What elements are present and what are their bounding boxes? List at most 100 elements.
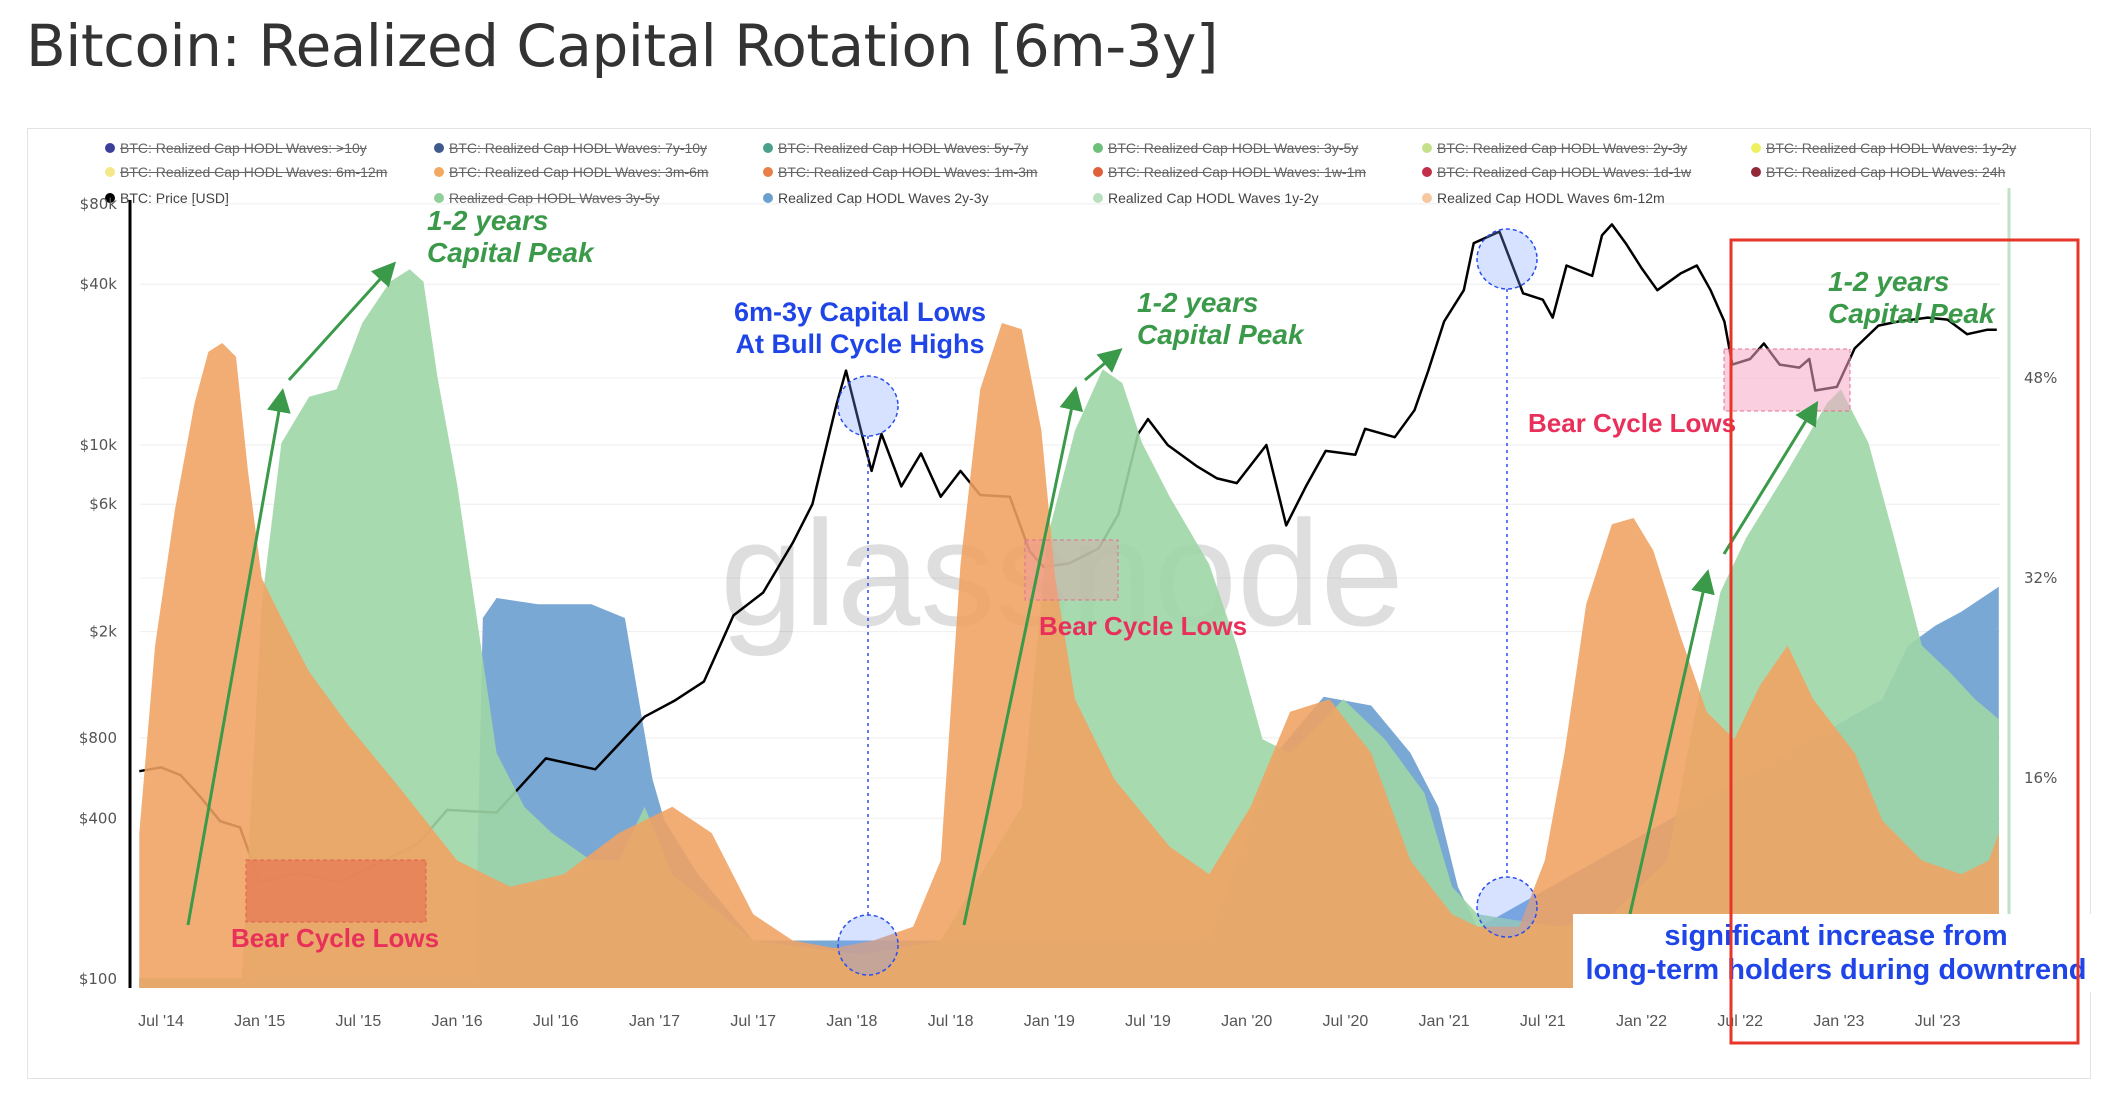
x-tick-label: Jan '15 — [234, 1013, 285, 1030]
legend-item[interactable]: BTC: Realized Cap HODL Waves: 1m-3m — [763, 164, 1038, 180]
x-tick-label: Jan '18 — [826, 1013, 877, 1030]
trend-arrow — [1628, 569, 1715, 915]
legend-item[interactable]: BTC: Price [USD] — [105, 190, 229, 206]
legend-label: BTC: Realized Cap HODL Waves: 3m-6m — [449, 164, 709, 180]
y-tick-label-right: 48% — [2024, 369, 2057, 387]
bear-lows-zone-2015 — [245, 859, 427, 923]
legend-dot-icon — [434, 193, 444, 203]
legend-item[interactable]: BTC: Realized Cap HODL Waves: 24h — [1751, 164, 2005, 180]
legend-label: BTC: Realized Cap HODL Waves: >10y — [120, 140, 367, 156]
legend-label: BTC: Realized Cap HODL Waves: 1d-1w — [1437, 164, 1692, 180]
legend-item[interactable]: BTC: Realized Cap HODL Waves: 5y-7y — [763, 140, 1028, 156]
trend-arrow — [186, 388, 291, 926]
y-tick-label-left: $100 — [79, 970, 117, 988]
y-tick-label-left: $6k — [89, 495, 117, 513]
legend-item[interactable]: Realized Cap HODL Waves 3y-5y — [434, 190, 660, 206]
x-tick-label: Jan '16 — [432, 1013, 483, 1030]
legend-label: BTC: Realized Cap HODL Waves: 7y-10y — [449, 140, 708, 156]
annotation-peak-3: 1-2 years Capital Peak — [1828, 266, 1996, 329]
legend-item[interactable]: Realized Cap HODL Waves 1y-2y — [1093, 190, 1319, 206]
legend-item[interactable]: BTC: Realized Cap HODL Waves: >10y — [105, 140, 367, 156]
legend-label: BTC: Realized Cap HODL Waves: 6m-12m — [120, 164, 388, 180]
y-tick-label-right: 16% — [2024, 769, 2057, 787]
legend-label: BTC: Realized Cap HODL Waves: 24h — [1766, 164, 2006, 180]
x-tick-label: Jul '22 — [1717, 1013, 1763, 1030]
x-tick-label: Jan '17 — [629, 1013, 680, 1030]
legend-dot-icon — [105, 143, 115, 153]
annotation-peak-1: 1-2 years Capital Peak — [427, 205, 595, 268]
legend-item[interactable]: BTC: Realized Cap HODL Waves: 6m-12m — [105, 164, 387, 180]
y-tick-label-left: $80k — [80, 195, 118, 213]
legend-item[interactable]: BTC: Realized Cap HODL Waves: 3m-6m — [434, 164, 709, 180]
legend-item[interactable]: BTC: Realized Cap HODL Waves: 2y-3y — [1422, 140, 1687, 156]
annotation-lows-at-highs: 6m-3y Capital Lows At Bull Cycle Highs — [734, 297, 986, 359]
legend-dot-icon — [1422, 193, 1432, 203]
highlight-circle-2018-high — [837, 375, 899, 437]
legend-item[interactable]: BTC: Realized Cap HODL Waves: 3y-5y — [1093, 140, 1358, 156]
x-tick-label: Jul '23 — [1915, 1013, 1961, 1030]
legend-dot-icon — [105, 167, 115, 177]
legend-label: BTC: Realized Cap HODL Waves: 1w-1m — [1108, 164, 1367, 180]
x-tick-label: Jan '21 — [1419, 1013, 1470, 1030]
x-tick-label: Jul '15 — [336, 1013, 382, 1030]
x-tick-label: Jan '22 — [1616, 1013, 1667, 1030]
bear-lows-zone-2022 — [1723, 348, 1851, 412]
annotation-bear-lows-3: Bear Cycle Lows — [1528, 408, 1736, 438]
legend-item[interactable]: Realized Cap HODL Waves 6m-12m — [1422, 190, 1665, 206]
legend-item[interactable]: BTC: Realized Cap HODL Waves: 7y-10y — [434, 140, 707, 156]
y-tick-label-left: $400 — [79, 809, 117, 827]
legend-dot-icon — [1093, 167, 1103, 177]
legend-item[interactable]: BTC: Realized Cap HODL Waves: 1d-1w — [1422, 164, 1691, 180]
legend-dot-icon — [763, 167, 773, 177]
area-realized-cap-hodl-waves-1y-2y — [139, 269, 1999, 988]
trend-arrow — [962, 386, 1084, 926]
legend-label: BTC: Price [USD] — [120, 190, 229, 206]
chart-panel — [27, 128, 2091, 1079]
x-tick-label: Jul '14 — [138, 1013, 184, 1030]
y-tick-label-left: $40k — [80, 275, 118, 293]
x-tick-label: Jan '20 — [1221, 1013, 1272, 1030]
legend-dot-icon — [1422, 167, 1432, 177]
legend-dot-icon — [1751, 167, 1761, 177]
legend-label: Realized Cap HODL Waves 1y-2y — [1108, 190, 1319, 206]
y-tick-label-left: $2k — [89, 623, 117, 641]
x-tick-label: Jul '20 — [1323, 1013, 1369, 1030]
legend-dot-icon — [763, 143, 773, 153]
legend-label: BTC: Realized Cap HODL Waves: 5y-7y — [778, 140, 1029, 156]
legend-dot-icon — [434, 143, 444, 153]
callout-box — [1573, 914, 2108, 992]
page-title: Bitcoin: Realized Capital Rotation [6m-3… — [26, 12, 1219, 80]
callout-text: significant increase from long-term holde… — [1585, 920, 2086, 986]
x-tick-label: Jul '21 — [1520, 1013, 1566, 1030]
legend-label: Realized Cap HODL Waves 2y-3y — [778, 190, 989, 206]
annotation-peak-2: 1-2 years Capital Peak — [1137, 287, 1305, 350]
y-tick-label-left: $10k — [80, 436, 118, 454]
legend-label: BTC: Realized Cap HODL Waves: 2y-3y — [1437, 140, 1688, 156]
trend-arrow — [1722, 400, 1819, 555]
legend-dot-icon — [434, 167, 444, 177]
legend-dot-icon — [105, 193, 115, 203]
legend-dot-icon — [1422, 143, 1432, 153]
highlight-circle-2018-low — [837, 914, 899, 976]
legend-label: Realized Cap HODL Waves 3y-5y — [449, 190, 660, 206]
legend-dot-icon — [763, 193, 773, 203]
highlight-circle-2021-low — [1476, 876, 1538, 938]
legend-item[interactable]: BTC: Realized Cap HODL Waves: 1y-2y — [1751, 140, 2016, 156]
legend-label: Realized Cap HODL Waves 6m-12m — [1437, 190, 1665, 206]
y-tick-label-left: $800 — [79, 729, 117, 747]
annotation-bear-lows-2: Bear Cycle Lows — [1039, 611, 1247, 641]
highlight-circle-2021-high — [1476, 228, 1538, 290]
legend-item[interactable]: Realized Cap HODL Waves 2y-3y — [763, 190, 989, 206]
bear-lows-zone-2019 — [1024, 539, 1119, 601]
legend-label: BTC: Realized Cap HODL Waves: 1y-2y — [1766, 140, 2017, 156]
highlight-frame — [1729, 238, 2080, 1045]
trend-arrow — [287, 261, 397, 382]
x-tick-label: Jan '19 — [1024, 1013, 1075, 1030]
annotations: 1-2 years Capital Peak 1-2 years Capital P… — [186, 205, 2108, 1045]
y-tick-label-right: 32% — [2024, 569, 2057, 587]
x-tick-label: Jul '19 — [1125, 1013, 1171, 1030]
x-tick-label: Jul '16 — [533, 1013, 579, 1030]
legend-item[interactable]: BTC: Realized Cap HODL Waves: 1w-1m — [1093, 164, 1366, 180]
x-tick-label: Jul '17 — [730, 1013, 776, 1030]
